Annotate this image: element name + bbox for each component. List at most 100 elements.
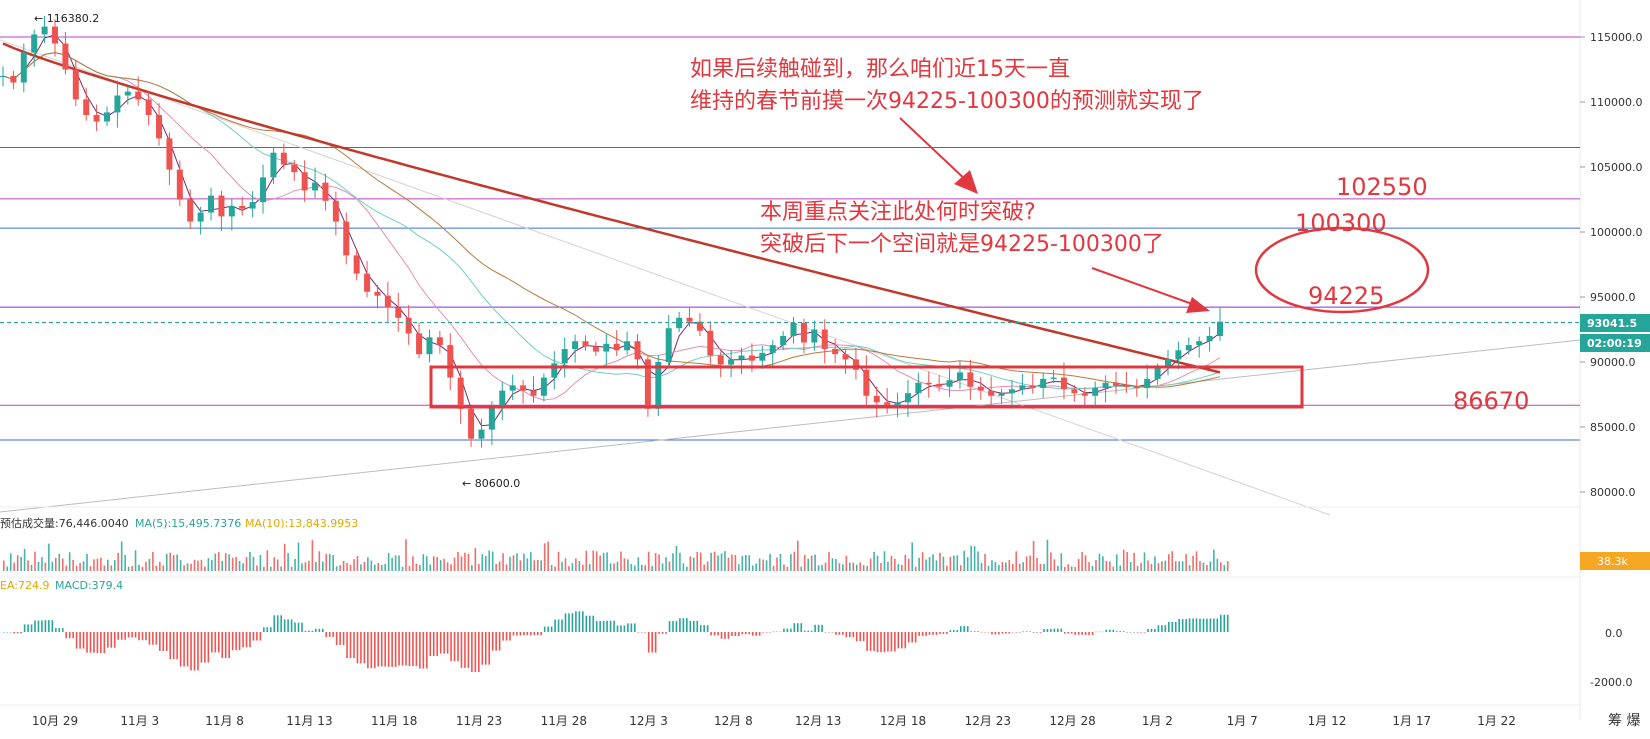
candle-body	[613, 343, 620, 351]
macd-bar	[1091, 632, 1094, 636]
volume-bar	[793, 551, 796, 571]
volume-bar	[1150, 563, 1153, 571]
volume-bar	[96, 558, 99, 571]
candle-body	[1206, 336, 1213, 342]
macd-bar	[138, 632, 140, 641]
volume-bar	[356, 556, 359, 571]
volume-bar	[1088, 562, 1090, 571]
volume-bar	[1181, 561, 1184, 571]
macd-bar	[883, 632, 886, 653]
macd-bar	[540, 632, 543, 636]
volume-bar	[1001, 561, 1004, 571]
macd-bar	[1070, 632, 1073, 634]
macd-bar	[855, 632, 858, 642]
macd-bar	[478, 632, 480, 672]
volume-bar	[1206, 564, 1208, 571]
candles	[0, 15, 1223, 448]
volume-bar	[762, 559, 764, 571]
candle-body	[416, 333, 423, 355]
volume-bar	[294, 558, 296, 571]
candle-body	[1040, 378, 1047, 388]
volume-bar	[169, 552, 172, 571]
candle-body	[904, 393, 911, 403]
macd-bar	[734, 632, 737, 637]
current-price-tag	[1580, 314, 1650, 332]
volume-bar	[914, 566, 917, 571]
price-tick-label: 100000.0	[1590, 226, 1643, 239]
candle-body	[166, 138, 173, 170]
candle-body	[956, 372, 963, 381]
volume-bar	[1008, 560, 1011, 571]
candle-body	[551, 363, 558, 378]
macd-bar	[1199, 618, 1201, 632]
macd-bar	[1077, 632, 1080, 635]
macd-bar	[533, 632, 536, 636]
macd-bar	[991, 632, 993, 635]
volume-bar	[79, 563, 81, 571]
volume-bar	[68, 552, 71, 571]
volume-bar	[949, 556, 952, 571]
volume-bar	[904, 554, 907, 571]
macd-bar	[276, 615, 279, 632]
macd-bar	[796, 623, 799, 632]
volume-bar	[318, 551, 321, 571]
macd-bar	[672, 621, 674, 632]
volume-bar	[970, 545, 972, 571]
macd-bar	[235, 632, 237, 651]
price-tick-label: 115000.0	[1590, 31, 1643, 44]
time-label: 1月 22	[1477, 714, 1516, 728]
volume-bar	[755, 563, 757, 571]
volume-bar	[44, 562, 47, 571]
volume-bar	[1147, 560, 1149, 571]
volume-bar	[564, 558, 567, 571]
macd-bar	[585, 615, 588, 632]
volume-bar	[1174, 561, 1177, 571]
candle-body	[270, 152, 277, 178]
macd-bar	[703, 625, 705, 632]
volume-bar	[113, 560, 116, 571]
macd-bar	[131, 632, 133, 638]
volume-bar	[637, 557, 640, 571]
macd-bar	[408, 632, 411, 667]
candle-body	[405, 317, 412, 334]
macd-tick-0: 0.0	[1605, 627, 1623, 640]
candle-body	[665, 328, 672, 362]
candle-body	[239, 206, 246, 209]
macd-bar	[75, 632, 78, 649]
candle-body	[374, 291, 381, 296]
volume-bar	[1136, 566, 1139, 571]
volume-bar	[93, 559, 95, 571]
macd-bar	[779, 631, 782, 633]
macd-bar	[335, 632, 338, 645]
volume-bar	[1105, 561, 1108, 571]
macd-bar	[1043, 628, 1045, 632]
candle-body	[894, 402, 901, 405]
volume-bar	[127, 566, 130, 571]
time-label: 12月 3	[629, 714, 668, 728]
candle-body	[1060, 377, 1067, 390]
macd-bar	[96, 632, 99, 654]
macd-bar	[1001, 632, 1004, 634]
time-label: 12月 28	[1049, 714, 1095, 728]
macd-bar	[488, 632, 491, 665]
macd-bar	[301, 622, 303, 632]
macd-bar	[79, 632, 81, 649]
volume-bar	[779, 553, 782, 571]
macd-bar	[387, 632, 390, 667]
macd-bar	[315, 628, 317, 632]
volume-bar	[401, 566, 404, 571]
macd-bar	[1188, 618, 1191, 632]
macd-bar	[845, 632, 848, 638]
volume-bar	[609, 563, 612, 571]
volume-bar	[616, 561, 619, 571]
volume-bar	[148, 559, 151, 571]
macd-bar	[214, 632, 217, 653]
macd-bar	[793, 623, 796, 632]
volume-bar	[692, 557, 695, 571]
macd-bar	[897, 632, 900, 649]
ma-teal-line	[2, 52, 1221, 390]
volume-bar	[935, 560, 938, 571]
macd-bar	[391, 632, 393, 667]
level-label-100300: 100300	[1295, 209, 1387, 237]
macd-bar	[835, 632, 837, 635]
